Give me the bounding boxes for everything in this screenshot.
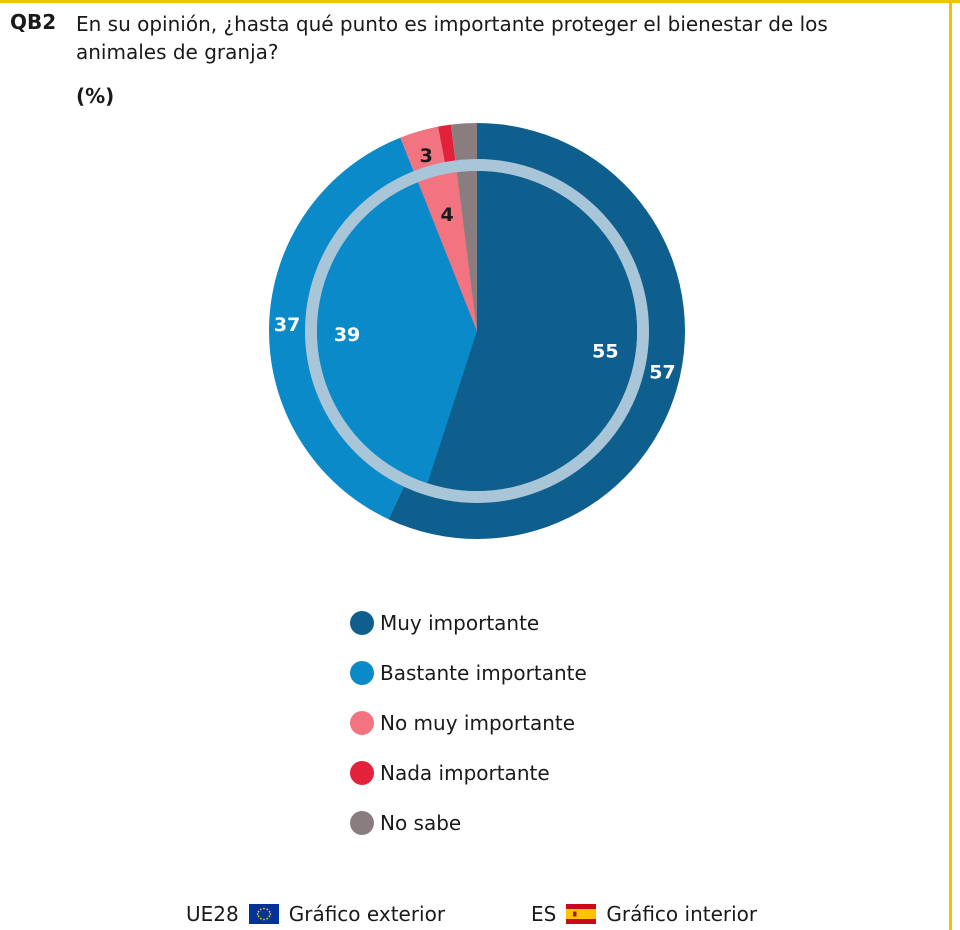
inner-value-label-no-muy-importante: 4: [441, 204, 454, 226]
legend-item-bastante-importante: Bastante importante: [350, 660, 587, 685]
legend-item-no-sabe: No sabe: [350, 810, 587, 835]
legend-swatch: [350, 660, 374, 685]
inner-slice-muy-importante: [427, 171, 637, 491]
legend-label: Bastante importante: [380, 660, 587, 685]
footer-key: UE28 Gráfico exterior ES Gráfico interio…: [0, 902, 960, 930]
inner-value-label-muy-importante: 55: [592, 340, 618, 362]
spain-flag-icon: [566, 904, 597, 924]
inner-slice-no-sabe: [456, 171, 477, 331]
legend-item-muy-importante: Muy importante: [350, 610, 587, 635]
eu-flag-icon: [248, 904, 279, 924]
question-id: QB2: [10, 10, 57, 34]
inner-slice-bastante-importante: [316, 182, 477, 484]
pie-chart: 57 37 3 55 39 4: [268, 123, 686, 539]
ring-separator: [305, 159, 649, 503]
legend-swatch: [350, 610, 374, 635]
outer-code: UE28: [186, 902, 239, 926]
inner-slice-no-muy-importante: [418, 172, 477, 331]
unit-label: (%): [76, 84, 115, 108]
footer-inner: ES Gráfico interior: [531, 902, 757, 926]
footer-outer: UE28 Gráfico exterior: [186, 902, 445, 926]
frame-top-border: [0, 0, 960, 3]
inner-label: Gráfico interior: [606, 902, 758, 926]
outer-value-label-bastante-importante: 37: [274, 314, 300, 336]
legend-label: Nada importante: [380, 760, 550, 785]
outer-label: Gráfico exterior: [288, 902, 446, 926]
legend-label: No muy importante: [380, 710, 576, 735]
frame-right-border: [949, 0, 952, 930]
legend-swatch: [350, 710, 374, 735]
outer-value-label-muy-importante: 57: [649, 361, 675, 383]
inner-value-label-bastante-importante: 39: [334, 324, 360, 346]
legend-swatch: [350, 810, 374, 835]
inner-code: ES: [531, 902, 557, 926]
legend-swatch: [350, 760, 374, 785]
legend: Muy importante Bastante importante No mu…: [350, 610, 587, 860]
legend-label: No sabe: [380, 810, 462, 835]
outer-value-label-no-muy-importante: 3: [420, 145, 433, 167]
legend-item-nada-importante: Nada importante: [350, 760, 587, 785]
legend-label: Muy importante: [380, 610, 540, 635]
legend-item-no-muy-importante: No muy importante: [350, 710, 587, 735]
question-text: En su opinión, ¿hasta qué punto es impor…: [76, 12, 828, 64]
